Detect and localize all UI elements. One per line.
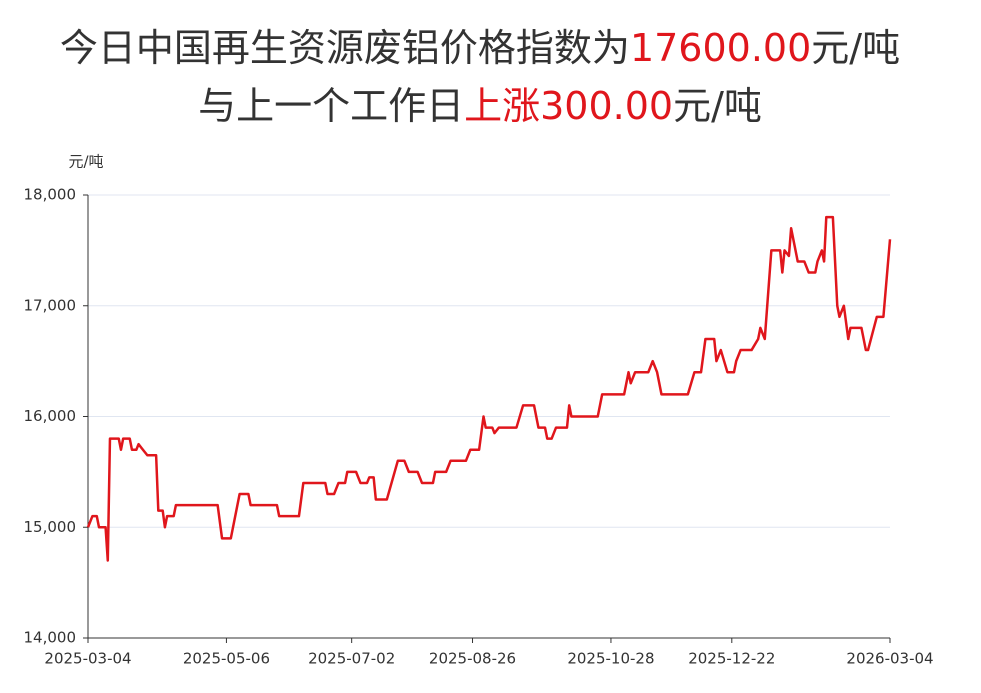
- title-part: 上涨300.00: [464, 84, 673, 128]
- title-part: 元/吨: [811, 26, 900, 70]
- y-tick-label: 18,000: [24, 186, 77, 204]
- title-part: 17600.00: [630, 26, 811, 70]
- y-tick-label: 14,000: [24, 629, 77, 647]
- title-line: 与上一个工作日上涨300.00元/吨: [198, 84, 762, 128]
- title-part: 与上一个工作日: [198, 84, 464, 128]
- x-tick-label: 2025-10-28: [567, 650, 654, 668]
- title-part: 元/吨: [673, 84, 762, 128]
- y-tick-label: 17,000: [24, 296, 77, 314]
- y-tick-label: 15,000: [24, 518, 77, 536]
- data-line: [86, 215, 892, 562]
- x-tick-label: 2026-03-04: [846, 650, 933, 668]
- title-part: 今日中国再生资源废铝价格指数为: [60, 26, 630, 70]
- x-tick-label: 2025-05-06: [183, 650, 270, 668]
- x-tick-label: 2025-08-26: [429, 650, 516, 668]
- x-tick-label: 2025-07-02: [308, 650, 395, 668]
- y-tick-label: 16,000: [24, 407, 77, 425]
- x-tick-label: 2025-12-22: [688, 650, 775, 668]
- title-line: 今日中国再生资源废铝价格指数为17600.00元/吨: [60, 26, 900, 70]
- y-axis-label: 元/吨: [68, 153, 103, 171]
- x-tick-label: 2025-03-04: [44, 650, 131, 668]
